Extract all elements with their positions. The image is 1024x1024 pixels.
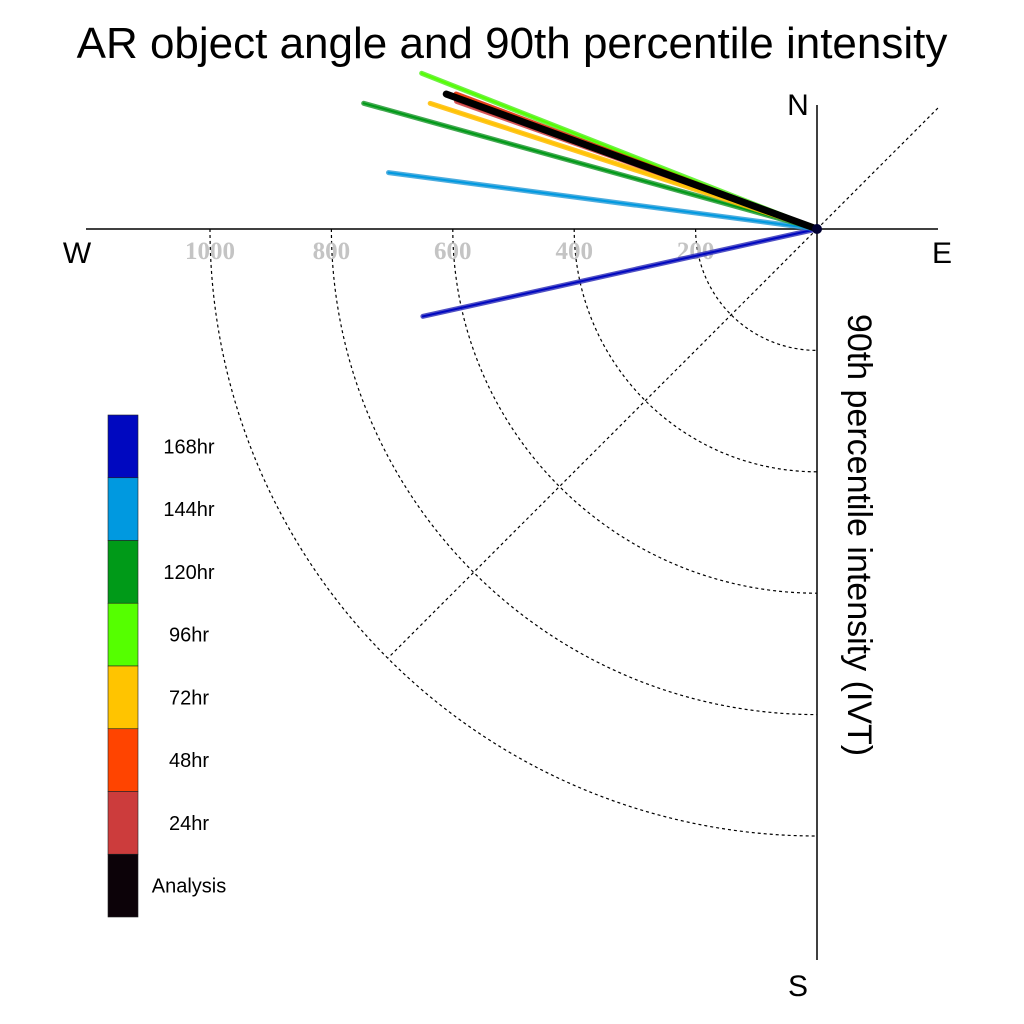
compass-north-label: N: [787, 89, 809, 122]
grid-arc-600: [452, 228, 818, 594]
compass-west-label: W: [63, 237, 92, 270]
legend-label-96hr: 96hr: [169, 625, 209, 647]
legend-label-analysis: Analysis: [152, 876, 226, 898]
compass-south-label: S: [788, 970, 808, 1003]
southwest-diagonal: [387, 228, 818, 659]
ray-core-144hr: [387, 171, 818, 230]
compass-east-label: E: [932, 237, 952, 270]
ray-core-168hr: [421, 228, 818, 318]
legend-swatch-144hr: [107, 477, 139, 541]
y-axis-label: 90th percentile intensity (IVT): [840, 314, 878, 756]
legend-label-24hr: 24hr: [169, 813, 209, 835]
chart-title: AR object angle and 90th percentile inte…: [77, 19, 948, 68]
grid-arc-800: [330, 228, 818, 716]
legend-swatch-168hr: [107, 414, 139, 479]
legend-swatch-48hr: [107, 728, 139, 792]
legend-label-144hr: 144hr: [163, 499, 214, 521]
legend-label-48hr: 48hr: [169, 750, 209, 772]
legend-swatch-96hr: [107, 602, 139, 667]
grid-arc-1000: [209, 228, 818, 837]
legend: 168hr 144hr 120hr 96hr 72hr 48hr 24hr Analysis: [107, 414, 226, 918]
tick-label-800: 800: [313, 238, 351, 265]
legend-swatch-analysis: [107, 853, 139, 918]
grid-arc-400: [573, 228, 818, 473]
legend-swatch-72hr: [107, 665, 139, 730]
tick-label-1000: 1000: [185, 238, 235, 265]
series-rays: [361, 70, 821, 319]
legend-label-120hr: 120hr: [163, 562, 214, 584]
legend-label-72hr: 72hr: [169, 687, 209, 709]
legend-swatch-24hr: [107, 791, 139, 855]
tick-label-600: 600: [434, 238, 472, 265]
legend-swatch-120hr: [107, 540, 139, 604]
northeast-diagonal: [816, 107, 939, 230]
legend-label-168hr: 168hr: [163, 436, 214, 458]
tick-label-400: 400: [555, 238, 593, 265]
ray-analysis: [442, 90, 821, 233]
origin-marker: [812, 224, 822, 234]
ray-core-120hr: [362, 102, 818, 230]
